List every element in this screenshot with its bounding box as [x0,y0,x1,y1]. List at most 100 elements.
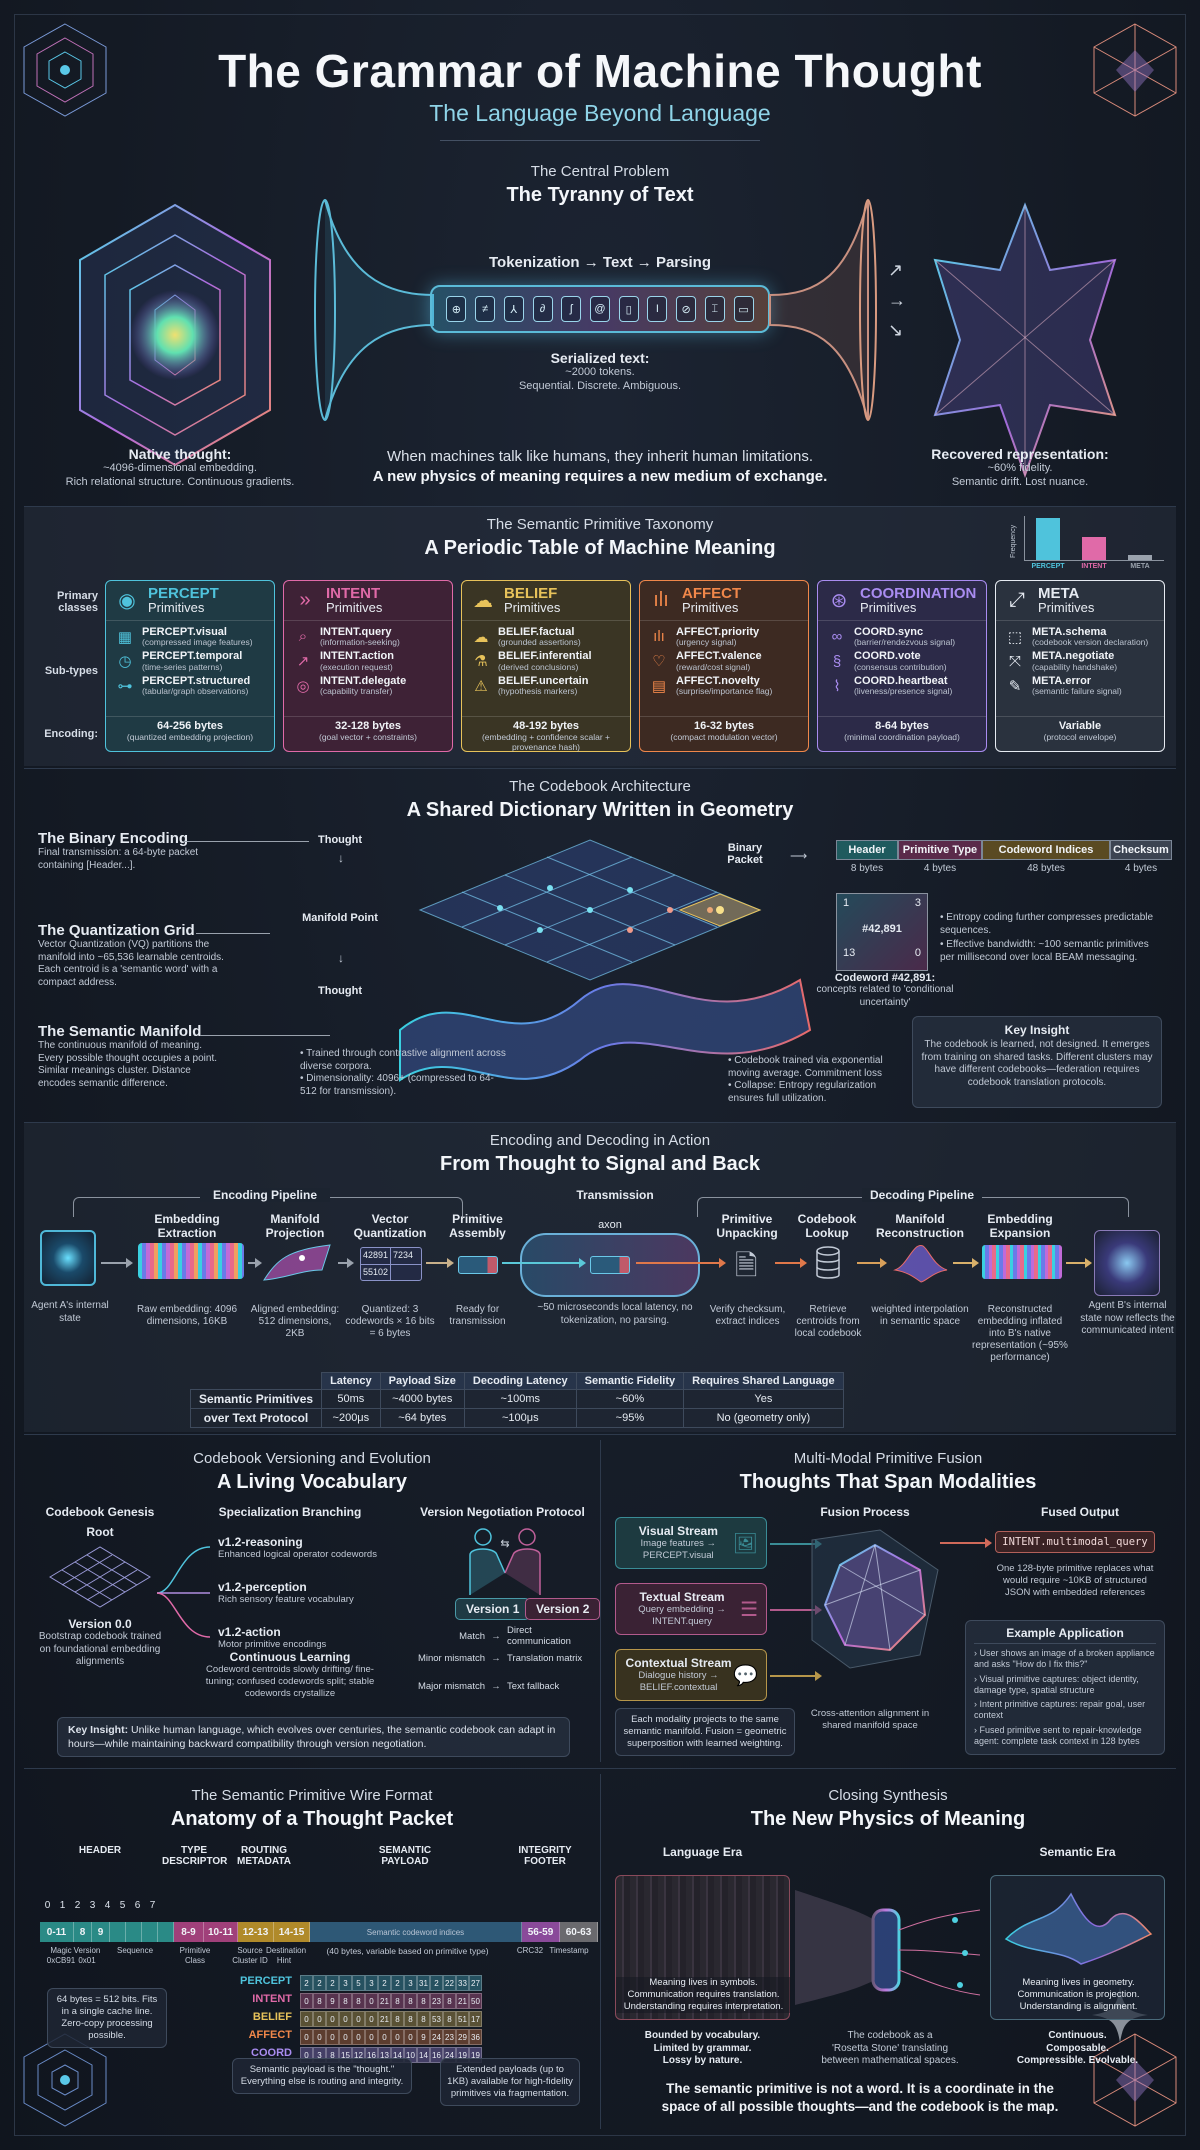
sequence-label: Sequence [116,1946,154,1955]
subtype-item: ∞ COORD.sync (barrier/rendezvous signal) [826,626,978,647]
token-glyph: ʃ [561,296,582,322]
primitive-class-name: META [1038,584,1080,602]
subtype-item: ⬚ META.schema (codebook version declaratio… [1004,626,1156,647]
layer-grid-desc: Vector Quantization (VQ) partitions the … [38,939,224,988]
table-row: Semantic Primitives 50ms ~4000 bytes ~100ms… [189,1389,844,1409]
table-cell: ~64 bytes [379,1408,465,1428]
primitive-class-name: COORDINATION [860,584,977,602]
subtype-desc: (surprise/importance flag) [676,685,773,696]
subtype-desc: (tabular/graph observations) [142,685,249,696]
example-application-box: Example Application › User shows an imag… [965,1620,1165,1755]
subtype-name: META.error [1032,674,1092,687]
example-title: Example Application [974,1626,1156,1644]
encoding-desc: (embedding + confidence scalar + provena… [481,732,611,752]
flow-arrow [857,1258,887,1268]
frequency-bar-label: META [1130,563,1150,570]
flow-arrow [248,1258,262,1268]
native-thought-dims: ~4096-dimensional embedding. [103,462,257,474]
transmission-label: Transmission [576,1188,654,1202]
token-glyph: ⊘ [676,296,697,322]
down-arrow-icon: ↓ [338,951,344,965]
manifold-note-1: • Trained through contrastive alignment … [300,1048,506,1072]
chart-ylabel: Frequency [1010,524,1017,558]
continuous-learning-desc: Codeword centroids slowly drifting/ fine… [205,1664,375,1699]
semantic-era-panel: Meaning lives in geometry. Communication … [990,1875,1165,2020]
grid-note-1: • Codebook trained via exponential movin… [728,1055,883,1079]
waveform-icon: ılı [653,589,669,611]
token-glyph: I [647,296,668,322]
token-glyph: ▭ [733,296,754,322]
key-insight-text: The codebook is learned, not designed. I… [921,1039,1153,1088]
packet-cell [110,1922,126,1942]
bandwidth-note-2: • Effective bandwidth: ~100 semantic pri… [940,939,1149,963]
subtype-desc: (consensus contribution) [854,661,947,672]
root-codebook-grid-icon [49,1546,151,1608]
group-integrity-footer: INTEGRITY FOOTER [518,1845,572,1867]
primitive-card-affect[interactable]: ılı AFFECT Primitives ılı AFFECT.priority (ur… [639,580,809,752]
fused-output-desc: One 128-byte primitive replaces what wou… [996,1563,1154,1598]
manifold-grid-illustration [399,839,812,1082]
stage-expansion-desc: Reconstructed embedding inflated into B'… [972,1304,1068,1363]
right-arrow-icon: → [491,1681,501,1692]
primitive-card-intent[interactable]: » INTENT Primitives ⌕ INTENT.query (informati… [283,580,453,752]
text-lines-icon: ☰ [740,1598,758,1621]
table-header [191,1373,322,1390]
stage-primitive-assembly: Primitive Assembly [449,1212,506,1241]
modality-stream-visual: Visual Stream Image features → PERCEPT.vi… [615,1517,767,1569]
byte-index: 0 [44,1900,51,1911]
versioning-title: A Living Vocabulary [216,1471,408,1493]
primitive-card-coordination[interactable]: ⊛ COORDINATION Primitives ∞ COORD.sync (barri… [817,580,987,752]
token-glyph: ⅄ [503,296,524,322]
branch-arrows-icon [156,1546,211,1638]
stage-unpacking-desc: Verify checksum, extract indices [709,1304,786,1327]
hexagon-decor-icon [23,23,107,117]
subtype-name: INTENT.delegate [320,674,407,687]
branching-title: Specialization Branching [218,1505,362,1519]
primitive-packet-icon [458,1256,498,1274]
primitive-card-belief[interactable]: ☁ BELIEF Primitives ☁ BELIEF.factual (grounde… [461,580,631,752]
branch-version: v1.2-perception Rich sensory feature voca… [218,1580,354,1605]
tokenization-flow-label: Tokenization → Text → Parsing [489,254,711,271]
row-label-encoding: Encoding: [44,728,98,740]
serialized-text-traits: Sequential. Discrete. Ambiguous. [518,379,682,392]
subtype-name: COORD.sync [854,626,924,638]
semantic-era-traits: Continuous. Composable. Compressible. Evol… [1016,2030,1139,2066]
version0-desc: Bootstrap codebook trained on foundation… [38,1631,162,1667]
subtype-name: PERCEPT.visual [142,626,227,638]
byte-index: 5 [119,1900,126,1911]
flow-arrow [426,1258,454,1268]
encoding-pipeline-label: Encoding Pipeline [200,1188,330,1202]
packet-field: Checksum 4 bytes [1110,840,1172,874]
stage-vector-quantization: Vector Quantization [353,1212,427,1241]
packet-cell: 0-11 [40,1922,74,1942]
stream-title: Visual Stream [638,1524,718,1539]
search-icon: ⌕ [298,628,308,646]
versioning-fusion-section [24,1434,1176,1766]
stage-primitive-unpacking: Primitive Unpacking [716,1212,778,1241]
cache-line-note: 64 bytes = 512 bits. Fits in a single ca… [47,1988,167,2048]
encoding-desc: (protocol envelope) [1043,732,1117,742]
flow-arrow [953,1258,979,1268]
connector-line [200,1035,330,1036]
protocol-comparison-table: Latency Payload Size Decoding Latency Seman… [189,1372,844,1428]
edit-icon: ✎ [1008,677,1022,695]
fusion-kicker: Multi-Modal Primitive Fusion [793,1450,983,1467]
polyhedron-decor-icon [1093,23,1177,117]
page-title: The Grammar of Machine Thought [218,45,982,97]
payload-row-label: PERCEPT [240,1975,292,1987]
primitive-card-meta[interactable]: ⤢ META Primitives ⬚ META.schema (codebook ver… [995,580,1165,752]
image-icon: 🖼 [732,1532,758,1555]
manifold-note-2: • Dimensionality: 4096+ (compressed to 6… [300,1073,494,1097]
group-type-descriptor: TYPE DESCRIPTOR [162,1845,228,1867]
semantic-era-label: Semantic Era [1039,1845,1116,1859]
page-subtitle: The Language Beyond Language [429,100,771,126]
flow-arrow [775,1258,807,1268]
flow-arrow [101,1258,133,1268]
table-row: over Text Protocol ~200μs ~64 bytes ~100μs ~… [189,1408,844,1428]
codebook-section [24,768,1176,1120]
primitive-card-percept[interactable]: ◉ PERCEPT Primitives ▦ PERCEPT.visual (compre… [105,580,275,752]
reconstructed-manifold-icon [893,1245,948,1283]
packet-field: Header 8 bytes [836,840,898,874]
heartbeat-icon: ⌇ [833,677,841,695]
